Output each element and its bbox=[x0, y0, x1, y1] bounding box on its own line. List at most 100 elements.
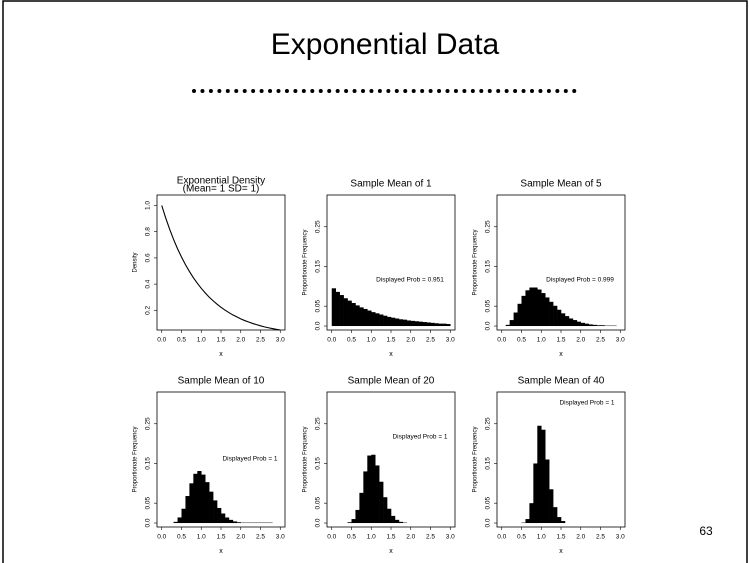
histogram-bar bbox=[359, 492, 364, 524]
histogram-bar bbox=[549, 301, 554, 327]
plot-frame bbox=[496, 391, 626, 528]
y-axis-title: Proportionate Frequency bbox=[133, 426, 139, 492]
histogram-bar bbox=[379, 314, 384, 327]
histogram-bar bbox=[533, 463, 538, 524]
histogram-bar bbox=[553, 507, 558, 524]
x-axis-title: x bbox=[219, 351, 223, 358]
histogram-bar bbox=[406, 320, 412, 327]
histogram-bar bbox=[509, 320, 514, 327]
histogram-bar bbox=[213, 500, 218, 524]
y-tick-label: 0.8 bbox=[145, 227, 152, 236]
histogram-bar bbox=[426, 322, 431, 327]
y-tick-label: 0.05 bbox=[315, 496, 322, 509]
annotation: Displayed Prob = 0.951 bbox=[376, 277, 444, 284]
histogram-bar bbox=[533, 287, 538, 327]
histogram-bar bbox=[367, 310, 372, 327]
histogram-bar bbox=[442, 323, 447, 327]
x-axis-title: x bbox=[559, 351, 563, 358]
histogram-bar bbox=[434, 323, 439, 327]
histogram-bar bbox=[430, 322, 435, 327]
histogram-bar bbox=[351, 519, 356, 524]
x-tick-label: 1.5 bbox=[216, 534, 225, 541]
histogram-bar bbox=[335, 291, 340, 327]
y-tick-label: 0.15 bbox=[315, 457, 322, 470]
x-tick-label: 0.5 bbox=[177, 534, 186, 541]
x-tick-label: 2.0 bbox=[576, 337, 585, 344]
y-tick-label: 0.25 bbox=[485, 417, 492, 430]
histogram-bar bbox=[592, 324, 597, 327]
histogram-bar bbox=[343, 298, 348, 327]
histogram-bar bbox=[339, 295, 344, 327]
x-tick-label: 2.5 bbox=[256, 337, 265, 344]
x-axis-title: x bbox=[559, 548, 563, 555]
histogram-bar bbox=[584, 323, 589, 327]
y-axis-title: Proportionate Frequency bbox=[303, 229, 309, 295]
histogram-bar bbox=[398, 521, 404, 524]
x-tick-label: 2.5 bbox=[426, 534, 435, 541]
histogram-bar bbox=[600, 325, 605, 327]
histogram-bar bbox=[561, 313, 566, 327]
histogram-bar bbox=[375, 313, 380, 327]
x-tick-label: 0.0 bbox=[497, 337, 506, 344]
x-tick-label: 1.5 bbox=[216, 337, 225, 344]
histogram-bar bbox=[422, 322, 427, 327]
histogram-bar bbox=[391, 515, 396, 524]
histogram-bar bbox=[217, 507, 222, 524]
histogram-bar bbox=[521, 295, 526, 327]
y-tick-label: 0.15 bbox=[315, 260, 322, 273]
x-tick-label: 0.0 bbox=[497, 534, 506, 541]
y-tick-label: 0.6 bbox=[145, 253, 152, 262]
histogram-bar bbox=[201, 474, 206, 524]
histogram-bar bbox=[549, 489, 554, 524]
histogram-bar bbox=[189, 483, 194, 524]
x-tick-label: 1.5 bbox=[386, 337, 395, 344]
histogram-bar bbox=[347, 522, 352, 524]
histogram-bar bbox=[446, 324, 451, 327]
histogram-bar bbox=[564, 316, 570, 327]
chart-title: Sample Mean of 20 bbox=[348, 376, 435, 387]
histogram-bar bbox=[525, 519, 530, 524]
histogram-bar bbox=[561, 521, 566, 524]
histogram-bar bbox=[363, 471, 368, 524]
histogram-bar bbox=[557, 517, 562, 524]
x-tick-label: 0.5 bbox=[347, 337, 356, 344]
histogram-bar bbox=[537, 289, 542, 327]
x-tick-label: 2.0 bbox=[406, 337, 415, 344]
x-tick-label: 0.0 bbox=[157, 337, 166, 344]
chart-title: Sample Mean of 5 bbox=[520, 179, 602, 190]
x-tick-label: 2.0 bbox=[236, 534, 245, 541]
x-tick-label: 2.5 bbox=[596, 534, 605, 541]
histogram-bar bbox=[576, 321, 582, 327]
y-tick-label: 0.0 bbox=[145, 518, 152, 527]
histogram-bar bbox=[529, 503, 534, 524]
y-tick-label: 0.15 bbox=[485, 457, 492, 470]
x-tick-label: 3.0 bbox=[446, 534, 455, 541]
x-tick-label: 3.0 bbox=[276, 337, 285, 344]
slide-title: Exponential Data bbox=[271, 28, 500, 61]
chart-title: Exponential Density bbox=[177, 176, 265, 187]
histogram-bar bbox=[541, 293, 546, 327]
x-tick-label: 1.0 bbox=[537, 534, 546, 541]
y-tick-label: 0.0 bbox=[315, 321, 322, 330]
x-tick-label: 2.0 bbox=[236, 337, 245, 344]
histogram-bar bbox=[513, 312, 518, 327]
chart-subtitle: (Mean= 1 SD= 1) bbox=[183, 184, 260, 195]
histogram-bar bbox=[553, 305, 558, 327]
histogram-bar bbox=[545, 459, 550, 524]
histogram-bar bbox=[438, 323, 443, 327]
histogram-bar bbox=[545, 297, 550, 327]
chart-title: Sample Mean of 1 bbox=[350, 179, 432, 190]
x-axis-title: x bbox=[389, 351, 393, 358]
x-tick-label: 2.5 bbox=[426, 337, 435, 344]
x-tick-label: 0.5 bbox=[347, 534, 356, 541]
annotation: Displayed Prob = 1 bbox=[392, 434, 447, 441]
x-axis-title: x bbox=[389, 548, 393, 555]
x-tick-label: 2.5 bbox=[596, 337, 605, 344]
x-tick-label: 1.0 bbox=[197, 337, 206, 344]
histogram-bar bbox=[568, 318, 574, 327]
page-number: 63 bbox=[699, 524, 713, 538]
y-axis-title: Proportionate Frequency bbox=[473, 229, 479, 295]
density-curve bbox=[161, 205, 281, 331]
y-tick-label: 0.05 bbox=[485, 496, 492, 509]
